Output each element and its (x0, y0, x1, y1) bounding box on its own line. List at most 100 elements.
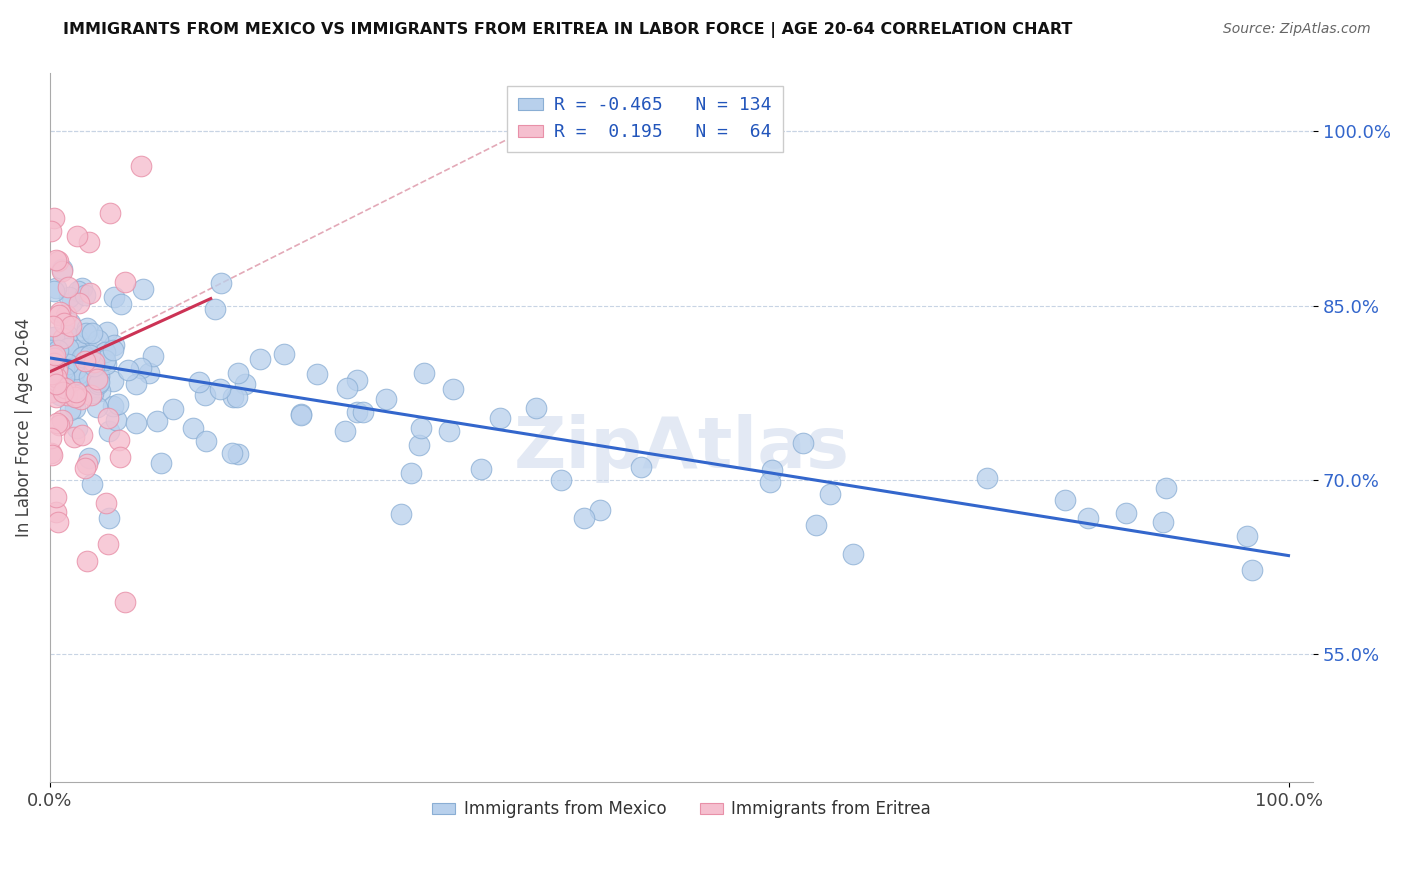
Point (49, 378, 72, 392)
Point (75, 326, 97, 340)
Point (96, 357, 118, 371)
Point (76, 321, 98, 335)
Point (103, 290, 125, 304)
Point (41, 449, 63, 463)
Point (46, 377, 69, 392)
Point (97, 537, 120, 551)
Point (79, 451, 101, 466)
Point (70, 281, 93, 295)
Point (86, 400, 108, 414)
Text: Source: ZipAtlas.com: Source: ZipAtlas.com (1223, 22, 1371, 37)
Point (42, 356, 65, 370)
Point (66, 228, 89, 243)
Point (51, 337, 73, 351)
Point (346, 405, 368, 419)
Point (96, 496, 118, 510)
Point (820, 487, 842, 501)
Point (1077, 511, 1099, 525)
Point (589, 502, 612, 516)
Point (44, 351, 66, 365)
Point (76, 342, 98, 356)
Point (45, 374, 67, 388)
Point (52, 362, 75, 376)
Point (41, 367, 63, 381)
Point (149, 456, 172, 470)
Point (132, 282, 155, 296)
Point (45, 252, 67, 267)
Point (45, 377, 67, 392)
Point (52, 384, 75, 399)
Point (39, 224, 62, 238)
Point (39, 431, 62, 445)
Point (46, 358, 69, 372)
Point (97, 424, 120, 438)
Point (39, 446, 62, 460)
Point (408, 437, 430, 451)
Point (226, 366, 249, 380)
Point (55, 308, 77, 322)
Point (51, 263, 73, 277)
Text: IMMIGRANTS FROM MEXICO VS IMMIGRANTS FROM ERITREA IN LABOR FORCE | AGE 20-64 COR: IMMIGRANTS FROM MEXICO VS IMMIGRANTS FRO… (63, 22, 1073, 38)
Point (79, 285, 101, 300)
Point (221, 446, 243, 460)
Point (125, 416, 148, 430)
Point (441, 383, 464, 397)
Point (67, 334, 90, 348)
Point (62, 430, 84, 444)
Point (65, 361, 87, 376)
Point (87, 368, 110, 383)
Point (45, 490, 67, 504)
Point (45, 363, 67, 377)
Point (792, 436, 814, 450)
Point (77, 370, 100, 384)
Point (87, 376, 110, 391)
Point (73, 349, 96, 363)
Point (222, 390, 245, 404)
Point (63, 401, 86, 416)
Point (1054, 492, 1077, 507)
Point (103, 343, 125, 357)
Point (44, 377, 66, 392)
Point (142, 349, 165, 363)
Point (630, 460, 652, 475)
Point (73, 461, 96, 475)
Point (48, 387, 70, 401)
Point (72, 350, 94, 364)
Point (842, 547, 865, 561)
Point (45, 505, 67, 519)
Point (1240, 563, 1263, 577)
Point (41, 377, 63, 392)
Point (204, 302, 226, 317)
Point (42, 284, 65, 298)
Point (101, 374, 124, 388)
Point (489, 411, 512, 425)
Point (97, 510, 120, 524)
Point (48, 337, 70, 351)
Point (66, 284, 89, 298)
Point (63, 388, 86, 402)
Point (83, 355, 105, 369)
Point (804, 518, 827, 533)
Point (46, 254, 69, 268)
Point (79, 348, 101, 362)
Point (550, 473, 572, 487)
Point (195, 434, 218, 449)
Point (45, 390, 67, 404)
Point (129, 159, 152, 173)
Point (352, 405, 374, 419)
Point (101, 400, 124, 414)
Point (375, 392, 398, 406)
Point (53, 381, 76, 395)
Point (129, 361, 152, 376)
Point (48, 308, 70, 322)
Point (56, 327, 79, 342)
Point (66, 343, 89, 358)
Point (42, 319, 65, 334)
Point (45, 281, 67, 295)
Point (333, 424, 356, 438)
Point (86, 372, 108, 386)
Point (66, 367, 89, 381)
Y-axis label: In Labor Force | Age 20-64: In Labor Force | Age 20-64 (15, 318, 32, 537)
Point (107, 397, 129, 411)
Point (56, 357, 79, 371)
